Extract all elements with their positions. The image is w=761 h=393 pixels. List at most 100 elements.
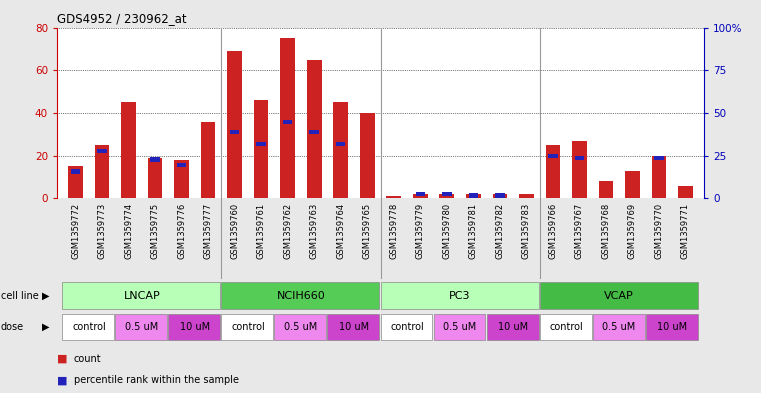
Text: GSM1359778: GSM1359778 — [390, 202, 398, 259]
Bar — [307, 60, 321, 198]
Bar — [486, 314, 539, 340]
Bar — [678, 185, 693, 198]
Bar — [174, 160, 189, 198]
Bar — [151, 158, 160, 162]
Text: dose: dose — [1, 322, 24, 332]
Text: ■: ■ — [57, 354, 68, 364]
Bar — [434, 314, 486, 340]
Bar — [148, 158, 162, 198]
Text: 10 uM: 10 uM — [339, 322, 369, 332]
Text: GSM1359766: GSM1359766 — [549, 202, 557, 259]
Bar — [492, 194, 507, 198]
Bar — [625, 171, 640, 198]
Text: ▶: ▶ — [42, 291, 49, 301]
Bar — [201, 121, 215, 198]
Bar — [62, 314, 114, 340]
Text: GSM1359781: GSM1359781 — [469, 202, 478, 259]
Text: GSM1359782: GSM1359782 — [495, 202, 505, 259]
Bar — [230, 130, 240, 134]
Text: VCAP: VCAP — [604, 291, 634, 301]
Text: GSM1359775: GSM1359775 — [151, 202, 160, 259]
Bar — [95, 145, 110, 198]
Bar — [68, 166, 83, 198]
Bar — [221, 283, 380, 309]
Bar — [540, 283, 698, 309]
Text: count: count — [74, 354, 101, 364]
Bar — [546, 145, 560, 198]
Text: GSM1359771: GSM1359771 — [681, 202, 690, 259]
Text: GDS4952 / 230962_at: GDS4952 / 230962_at — [57, 12, 186, 25]
Text: 10 uM: 10 uM — [498, 322, 528, 332]
Bar — [121, 102, 136, 198]
Bar — [254, 100, 269, 198]
Bar — [333, 102, 348, 198]
Text: 10 uM: 10 uM — [657, 322, 687, 332]
Text: GSM1359774: GSM1359774 — [124, 202, 133, 259]
Bar — [654, 156, 664, 160]
Text: PC3: PC3 — [449, 291, 471, 301]
Text: GSM1359770: GSM1359770 — [654, 202, 664, 259]
Text: GSM1359763: GSM1359763 — [310, 202, 319, 259]
Bar — [97, 149, 107, 153]
Bar — [593, 314, 645, 340]
Text: control: control — [549, 322, 583, 332]
Text: GSM1359776: GSM1359776 — [177, 202, 186, 259]
Text: control: control — [72, 322, 106, 332]
Text: control: control — [390, 322, 424, 332]
Bar — [116, 314, 167, 340]
Bar — [575, 156, 584, 160]
Bar — [360, 113, 374, 198]
Text: GSM1359783: GSM1359783 — [522, 202, 531, 259]
Bar — [651, 156, 666, 198]
Text: GSM1359765: GSM1359765 — [363, 202, 371, 259]
Bar — [413, 194, 428, 198]
Text: GSM1359772: GSM1359772 — [71, 202, 80, 259]
Text: 0.5 uM: 0.5 uM — [603, 322, 635, 332]
Bar — [442, 192, 451, 196]
Bar — [548, 154, 558, 158]
Bar — [495, 193, 505, 198]
Bar — [540, 314, 591, 340]
Text: cell line: cell line — [1, 291, 39, 301]
Text: NCIH660: NCIH660 — [276, 291, 326, 301]
Bar — [275, 314, 326, 340]
Text: 0.5 uM: 0.5 uM — [444, 322, 476, 332]
Text: GSM1359769: GSM1359769 — [628, 202, 637, 259]
Text: GSM1359768: GSM1359768 — [601, 202, 610, 259]
Bar — [168, 314, 221, 340]
Bar — [310, 130, 319, 134]
Text: control: control — [231, 322, 265, 332]
Text: GSM1359779: GSM1359779 — [416, 202, 425, 259]
Text: GSM1359777: GSM1359777 — [204, 202, 212, 259]
Bar — [645, 314, 698, 340]
Text: 10 uM: 10 uM — [180, 322, 210, 332]
Text: LNCAP: LNCAP — [123, 291, 161, 301]
Bar — [327, 314, 380, 340]
Bar — [283, 120, 292, 124]
Text: GSM1359760: GSM1359760 — [230, 202, 239, 259]
Bar — [466, 194, 481, 198]
Text: 0.5 uM: 0.5 uM — [126, 322, 158, 332]
Bar — [71, 169, 81, 174]
Bar — [336, 142, 345, 146]
Bar — [221, 314, 273, 340]
Text: 0.5 uM: 0.5 uM — [285, 322, 317, 332]
Bar — [387, 196, 401, 198]
Bar — [280, 38, 295, 198]
Bar — [228, 51, 242, 198]
Text: GSM1359764: GSM1359764 — [336, 202, 345, 259]
Bar — [469, 193, 478, 198]
Text: percentile rank within the sample: percentile rank within the sample — [74, 375, 239, 385]
Bar — [599, 181, 613, 198]
Text: GSM1359780: GSM1359780 — [442, 202, 451, 259]
Bar — [256, 142, 266, 146]
Bar — [416, 192, 425, 196]
Bar — [440, 194, 454, 198]
Bar — [572, 141, 587, 198]
Text: GSM1359767: GSM1359767 — [575, 202, 584, 259]
Bar — [380, 314, 432, 340]
Bar — [380, 283, 539, 309]
Text: ▶: ▶ — [42, 322, 49, 332]
Text: ■: ■ — [57, 375, 68, 385]
Bar — [519, 194, 533, 198]
